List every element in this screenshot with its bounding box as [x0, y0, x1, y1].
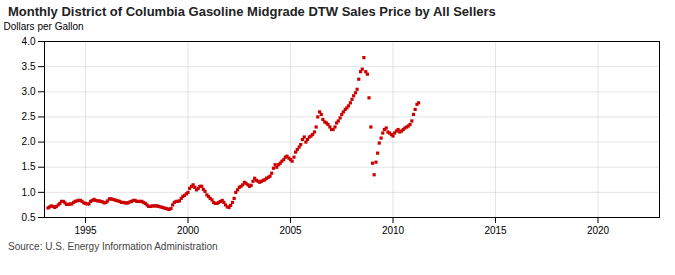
svg-text:2005: 2005: [279, 225, 302, 236]
svg-text:3.0: 3.0: [22, 86, 36, 97]
svg-text:4.0: 4.0: [22, 36, 36, 47]
svg-text:2.0: 2.0: [22, 136, 36, 147]
svg-text:2000: 2000: [177, 225, 200, 236]
html-text:Source: U.S. Energy Informatio: Source: U.S. Energy Information Administ…: [8, 241, 218, 252]
svg-text:1995: 1995: [74, 225, 97, 236]
svg-text:Dollars per Gallon: Dollars per Gallon: [4, 21, 84, 32]
svg-text:1.0: 1.0: [22, 187, 36, 198]
svg-text:2.5: 2.5: [22, 111, 36, 122]
svg-text:1.5: 1.5: [22, 161, 36, 172]
svg-text:2010: 2010: [382, 225, 405, 236]
svg-text:0.5: 0.5: [22, 212, 36, 223]
svg-text:3.5: 3.5: [22, 61, 36, 72]
html-text:Monthly District of Columbia G: Monthly District of Columbia Gasoline Mi…: [8, 4, 496, 19]
svg-text:2020: 2020: [587, 225, 610, 236]
svg-text:2015: 2015: [484, 225, 507, 236]
